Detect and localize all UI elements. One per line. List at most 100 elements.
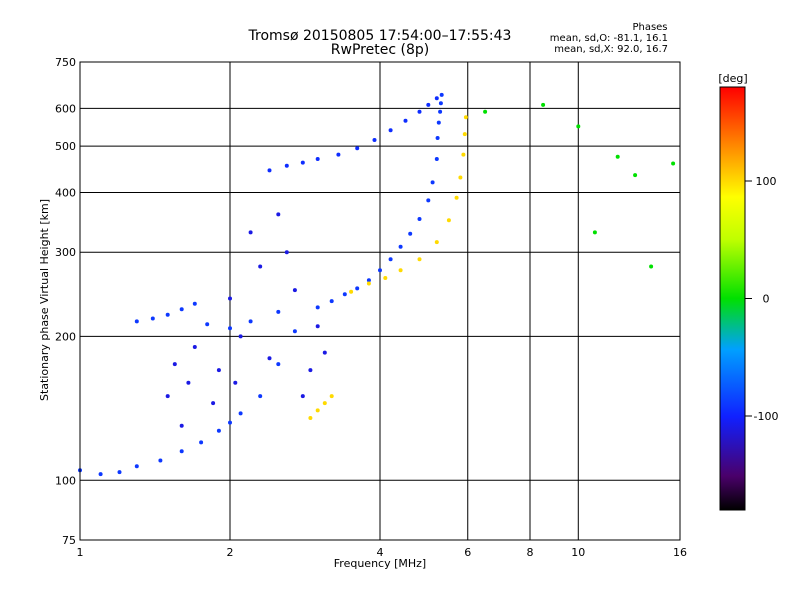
data-point	[426, 102, 431, 107]
x-axis-ticks: 1 2 4 6 8 10 16	[77, 546, 688, 559]
data-point	[300, 394, 305, 399]
data-point	[233, 380, 238, 385]
data-point	[398, 244, 403, 249]
data-point	[216, 428, 221, 433]
data-point	[329, 394, 334, 399]
data-point	[98, 472, 103, 477]
data-point	[366, 278, 371, 283]
y-tick-label: 200	[55, 330, 76, 343]
data-point	[117, 470, 122, 475]
data-point	[315, 408, 320, 413]
y-tick-label: 100	[55, 474, 76, 487]
y-tick-label: 500	[55, 140, 76, 153]
data-point	[322, 401, 327, 406]
data-point	[417, 109, 422, 114]
data-point	[238, 334, 243, 339]
data-point	[633, 173, 638, 178]
data-point	[134, 319, 139, 324]
data-point	[205, 322, 210, 327]
data-point	[329, 299, 334, 304]
colorbar	[719, 86, 746, 511]
data-point	[150, 316, 155, 321]
data-point	[179, 449, 184, 454]
data-point	[308, 416, 313, 420]
data-point	[446, 218, 451, 223]
data-point	[292, 288, 297, 293]
data-point	[615, 154, 620, 159]
data-point	[355, 286, 360, 291]
data-point	[300, 160, 305, 165]
data-point	[284, 250, 289, 255]
data-point	[439, 92, 444, 97]
data-point	[276, 309, 281, 314]
data-point	[179, 307, 184, 312]
data-point	[388, 128, 393, 133]
data-point	[463, 115, 468, 120]
data-point	[398, 268, 403, 273]
data-point	[383, 276, 388, 280]
plot-frame	[79, 61, 681, 541]
colorbar-tick-label: -100	[754, 410, 779, 423]
y-tick-label: 75	[62, 534, 76, 547]
data-point	[349, 289, 354, 294]
y-tick-label: 750	[55, 56, 76, 69]
data-point	[276, 212, 281, 217]
data-point	[267, 356, 272, 361]
x-tick-label: 1	[77, 546, 84, 559]
y-tick-label: 600	[55, 102, 76, 115]
data-point	[378, 268, 382, 273]
data-point	[436, 120, 441, 125]
data-point	[248, 230, 253, 235]
stats-o-mode: mean, sd,O: -81.1, 16.1	[550, 33, 668, 44]
data-point	[372, 138, 377, 142]
data-point	[355, 146, 360, 151]
data-point	[426, 198, 431, 203]
data-point	[216, 368, 221, 373]
data-point	[342, 292, 347, 297]
data-point	[438, 109, 443, 114]
data-point	[435, 136, 440, 140]
data-point	[322, 350, 327, 355]
data-point	[228, 326, 232, 331]
data-point	[541, 102, 546, 107]
data-point	[417, 217, 422, 221]
data-point	[315, 305, 320, 310]
chart-subtitle: RwPretec (8p)	[331, 42, 429, 58]
data-point	[158, 458, 163, 463]
x-tick-label: 6	[464, 546, 471, 559]
data-point	[408, 231, 413, 236]
data-point	[172, 362, 177, 367]
data-point	[462, 132, 467, 137]
data-point	[258, 394, 263, 399]
x-tick-label: 16	[673, 546, 687, 559]
data-point	[192, 301, 197, 306]
colorbar-label: [deg]	[718, 72, 747, 85]
x-tick-label: 2	[227, 546, 234, 559]
stats-heading: Phases	[632, 22, 667, 33]
data-point	[199, 440, 204, 445]
stats-x-mode: mean, sd,X: 92.0, 16.7	[554, 44, 668, 55]
y-tick-label: 400	[55, 186, 76, 199]
x-tick-label: 8	[527, 546, 534, 559]
data-point	[165, 394, 170, 399]
data-point	[438, 101, 443, 106]
y-tick-label: 300	[55, 246, 76, 259]
data-point	[211, 401, 216, 406]
data-point	[258, 264, 263, 269]
data-point	[315, 324, 320, 329]
colorbar-tick-label: 100	[756, 175, 777, 188]
data-point	[228, 296, 232, 301]
y-axis-ticks: 75 100 200 300 400 500 600 750	[55, 56, 76, 547]
data-point	[458, 175, 463, 180]
data-point	[434, 157, 439, 161]
data-point	[483, 109, 488, 114]
data-point	[292, 329, 297, 334]
data-point	[192, 345, 197, 349]
colorbar-tick-label: 0	[763, 293, 770, 306]
data-point	[134, 464, 139, 469]
data-point	[430, 180, 435, 185]
data-point	[649, 264, 654, 269]
data-point	[315, 157, 320, 161]
data-point	[228, 420, 232, 425]
data-point	[248, 319, 253, 324]
